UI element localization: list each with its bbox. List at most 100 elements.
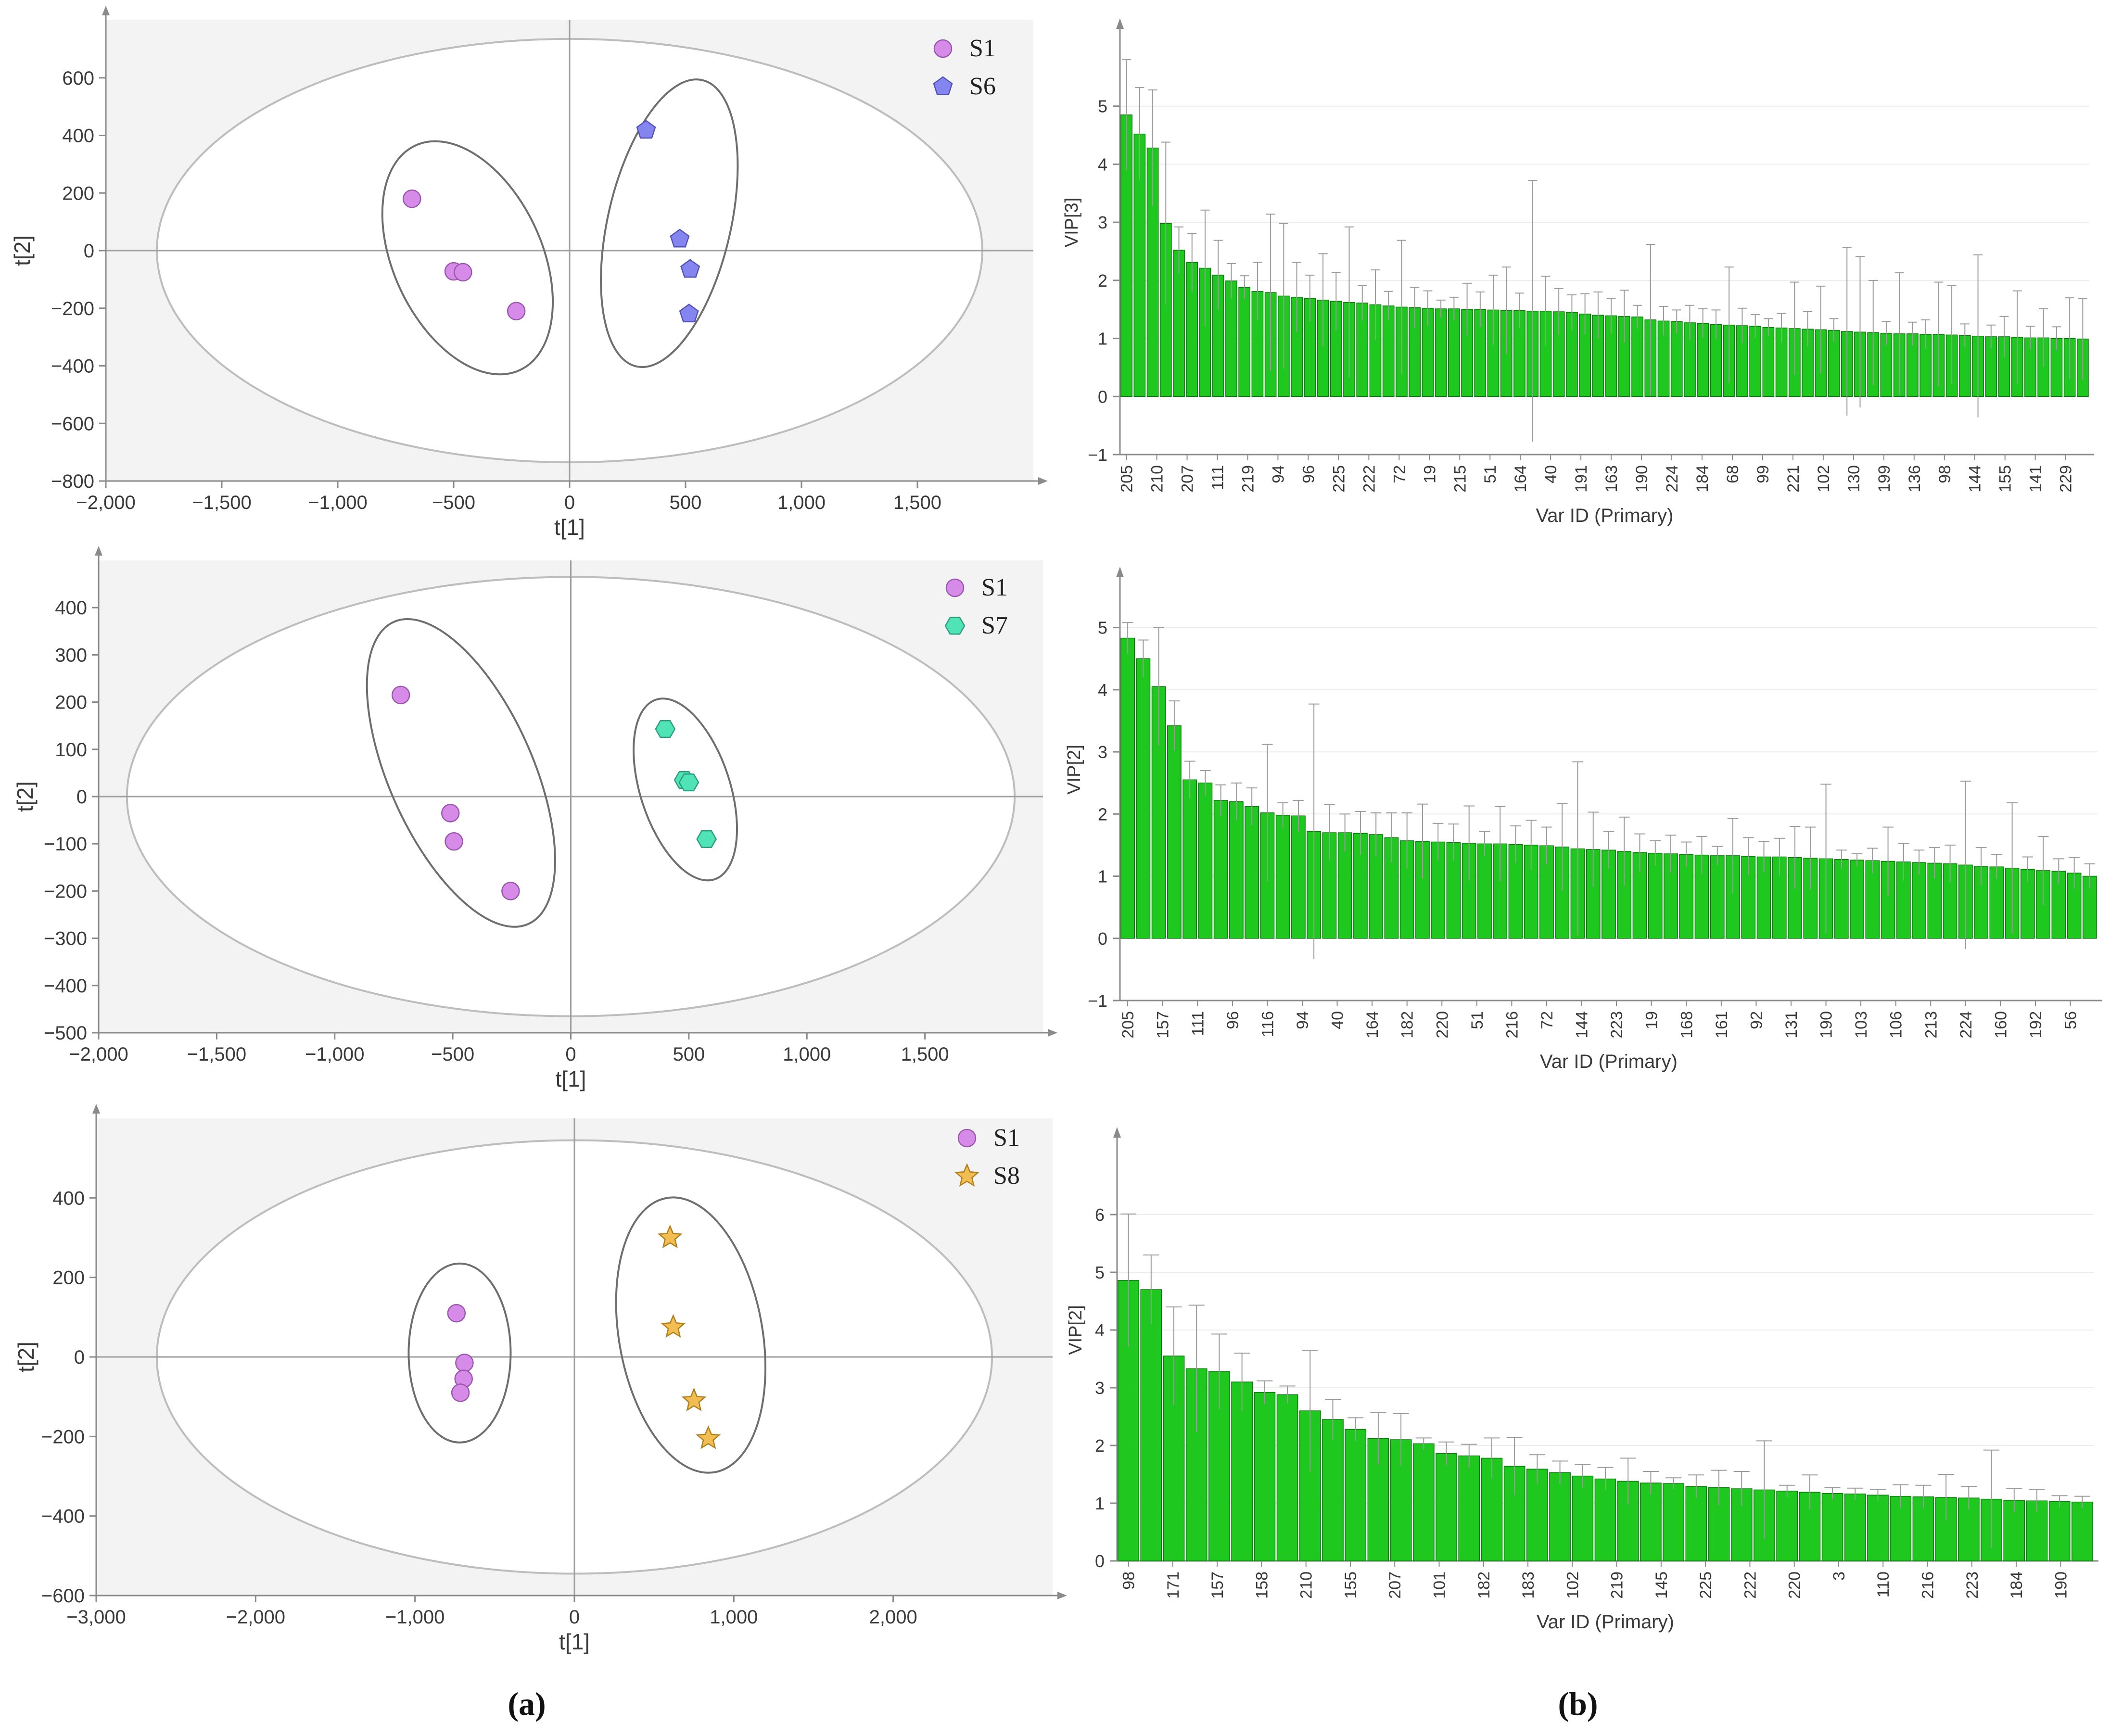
y-axis-label: t[2] — [10, 235, 35, 266]
y-tick-label: 4 — [1098, 154, 1107, 174]
x-tick-label: 1,000 — [710, 1607, 758, 1628]
y-tick-label: 4 — [1098, 680, 1107, 700]
y-tick-label: 5 — [1098, 97, 1107, 116]
scores-plot-s1-s7: −2,000 −1,500 −1,000 −500 0 500 1,000 1,500 −500… — [13, 546, 1057, 1091]
y-tick-label: −600 — [41, 1585, 85, 1607]
point-s8 — [661, 1314, 686, 1338]
x-tick-label: 116 — [1258, 1011, 1277, 1037]
legend-label-s1: S1 — [981, 574, 1008, 601]
x-tick-label: 210 — [1297, 1571, 1316, 1599]
y-axis-label: t[2] — [13, 1342, 38, 1372]
x-tick-label: 96 — [1224, 1011, 1242, 1029]
x-tick-label: 111 — [1209, 465, 1227, 490]
x-tick-label: 72 — [1538, 1011, 1556, 1029]
vip-bar — [1136, 658, 1151, 939]
y-tick-label: 1 — [1095, 1494, 1105, 1513]
vip-bar — [1231, 1381, 1253, 1561]
y-axis-arrow — [92, 1104, 100, 1114]
vip-bar — [1213, 800, 1228, 939]
x-tick-label: 190 — [1818, 1011, 1836, 1039]
vip-bar — [1549, 1472, 1571, 1561]
y-axis-label: VIP[2] — [1064, 745, 1084, 795]
point-s1 — [507, 302, 526, 320]
x-tick-label: 171 — [1164, 1571, 1182, 1599]
y-tick-label: −500 — [44, 1023, 87, 1044]
x-tick-label: 40 — [1329, 1011, 1347, 1029]
y-axis-arrow — [95, 546, 102, 556]
x-tick-label: 3 — [1830, 1571, 1848, 1581]
x-tick-label: 222 — [1360, 465, 1378, 493]
point-s1 — [447, 1304, 466, 1323]
vip-bar — [1867, 1495, 1889, 1561]
x-tick-label: −500 — [432, 492, 475, 513]
y-tick-label: 0 — [76, 786, 87, 808]
y-tick-label: 0 — [1098, 929, 1107, 949]
vip-bar — [1663, 1483, 1684, 1561]
x-tick-label: 220 — [1786, 1571, 1804, 1599]
x-tick-label: 191 — [1572, 465, 1590, 493]
x-tick-label: 98 — [1936, 465, 1954, 483]
vip-chart-s1-s7: −1 0 1 2 3 4 5 205 157 111 96 116 94 40 164 182 220 51 216… — [1064, 567, 2102, 1072]
x-tick-label: 182 — [1475, 1571, 1493, 1599]
group-ellipse-s1 — [407, 1262, 512, 1444]
x-tick-label: 219 — [1608, 1571, 1627, 1599]
vip-bar — [1182, 779, 1197, 939]
y-axis-arrow — [102, 6, 110, 15]
x-tick-label: 94 — [1269, 465, 1287, 483]
x-tick-label: 164 — [1363, 1011, 1382, 1039]
x-tick-label: 205 — [1119, 1011, 1137, 1039]
x-tick-label: 224 — [1663, 465, 1681, 493]
vip-bar — [1458, 1455, 1480, 1561]
x-tick-label: 192 — [2027, 1011, 2045, 1039]
vip-bar — [1710, 855, 1725, 939]
y-tick-label: 200 — [55, 692, 87, 713]
y-tick-label: 0 — [1098, 387, 1107, 406]
y-tick-label: 100 — [55, 739, 87, 760]
vip-bar — [1238, 287, 1251, 397]
x-tick-label: 184 — [2008, 1571, 2026, 1599]
group-ellipse-s8 — [615, 1196, 767, 1474]
point-s8 — [657, 1224, 683, 1249]
vip-bar — [1448, 308, 1460, 397]
x-tick-label: 205 — [1118, 465, 1136, 493]
y-tick-label: 3 — [1095, 1378, 1105, 1398]
x-tick-label: 216 — [1919, 1571, 1937, 1599]
x-axis-arrow — [1038, 477, 1048, 485]
y-tick-label: 400 — [52, 1188, 85, 1209]
y-tick-label: −400 — [41, 1506, 85, 1527]
x-axis-label: t[1] — [559, 1629, 590, 1654]
x-tick-label: 190 — [2052, 1571, 2070, 1599]
x-tick-label: 210 — [1148, 465, 1167, 493]
x-tick-label: 106 — [1887, 1011, 1906, 1039]
vip-bar — [1477, 843, 1492, 939]
y-tick-label: 0 — [1095, 1551, 1105, 1571]
vip-bar — [1245, 806, 1259, 939]
x-tick-label: 155 — [1342, 1571, 1360, 1599]
vip-bar — [1254, 1392, 1276, 1561]
vip-bar — [1276, 1394, 1298, 1561]
x-tick-label: 51 — [1468, 1011, 1487, 1029]
y-tick-label: 2 — [1098, 271, 1107, 291]
x-tick-label: 207 — [1386, 1571, 1404, 1599]
point-s7 — [696, 830, 717, 848]
vip-bar — [1679, 854, 1694, 939]
x-tick-label: 199 — [1875, 465, 1894, 493]
x-tick-label: 101 — [1431, 1571, 1449, 1599]
x-tick-label: −1,000 — [305, 1044, 364, 1065]
vip-bar — [1834, 859, 1849, 939]
vip-bar — [1345, 1429, 1367, 1561]
x-tick-label: −3,000 — [66, 1607, 126, 1628]
x-tick-label: 1,500 — [901, 1044, 949, 1065]
x-axis-label: t[1] — [554, 515, 585, 540]
x-tick-label: 225 — [1697, 1571, 1715, 1599]
x-tick-label: −1,000 — [308, 492, 367, 513]
vip-bar — [1412, 1443, 1435, 1561]
y-tick-label: −400 — [44, 976, 87, 997]
x-tick-label: 207 — [1179, 465, 1197, 493]
x-tick-label: 229 — [2057, 465, 2075, 493]
x-tick-label: −2,000 — [69, 1044, 128, 1065]
legend-marker-s8 — [954, 1163, 979, 1187]
x-tick-label: 98 — [1120, 1571, 1138, 1590]
x-tick-label: 103 — [1852, 1011, 1870, 1039]
x-tick-label: 19 — [1643, 1011, 1661, 1029]
